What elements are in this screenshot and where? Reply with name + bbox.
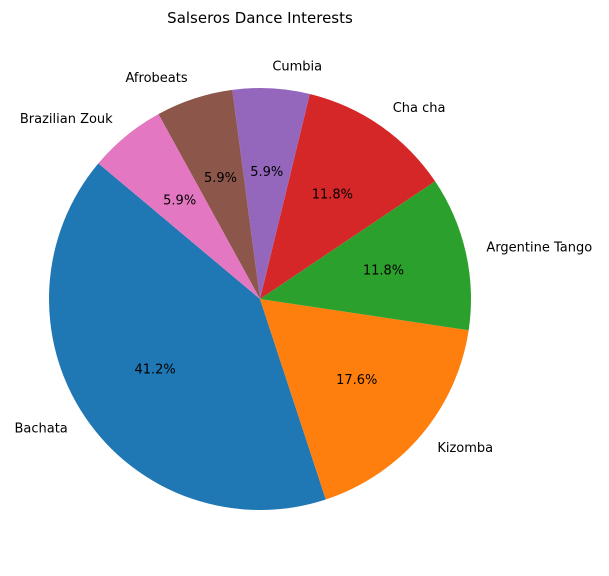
pie-labels: Bachata 41.2% Kizomba 17.6% Argentine Tango 1… <box>14 60 592 457</box>
pie-slice-cha-cha <box>260 93 436 299</box>
slice-label: Kizomba <box>437 441 493 456</box>
slice-label: Bachata <box>14 422 67 437</box>
slice-percent-label: 5.9% <box>204 171 237 186</box>
slice-label: Argentine Tango <box>486 241 592 256</box>
slice-percent-label: 11.8% <box>312 188 353 203</box>
slice-percent-label: 17.6% <box>336 373 377 388</box>
slice-label: Cha cha <box>393 101 446 116</box>
chart-title: Salseros Dance Interests <box>167 9 353 27</box>
pie-slice-kizomba <box>260 299 469 500</box>
slice-label: Cumbia <box>272 60 322 75</box>
pie-slice-brazilian-zouk <box>98 114 260 299</box>
pie-slice-argentine-tango <box>260 181 471 331</box>
pie-slices <box>48 88 471 510</box>
pie-slice-bachata <box>48 163 326 510</box>
pie-slice-cumbia <box>232 88 310 299</box>
pie-slice-afrobeats <box>158 89 260 300</box>
slice-label: Brazilian Zouk <box>20 112 113 127</box>
slice-percent-label: 41.2% <box>134 362 175 377</box>
slice-percent-label: 5.9% <box>163 194 196 209</box>
slice-percent-label: 5.9% <box>250 165 283 180</box>
slice-label: Afrobeats <box>126 71 188 86</box>
slice-percent-label: 11.8% <box>363 264 404 279</box>
